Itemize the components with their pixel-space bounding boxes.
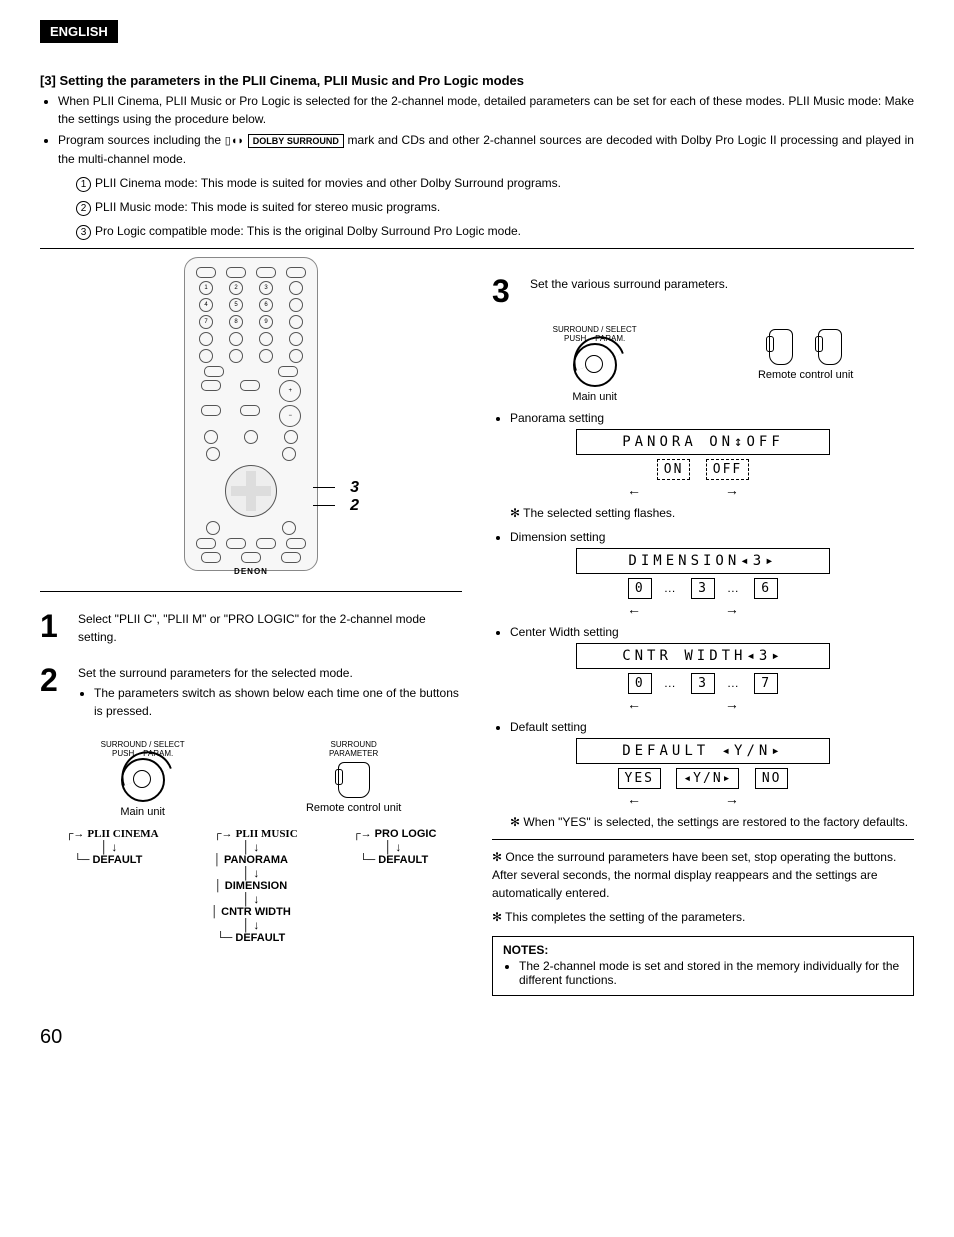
- dim-0: 0: [628, 578, 652, 599]
- main-unit-icon-r: SURROUND / SELECT PUSH – PARAM. Main uni…: [553, 325, 637, 403]
- notes-box: NOTES: The 2-channel mode is set and sto…: [492, 936, 914, 996]
- dimension-label: Dimension setting: [510, 530, 914, 544]
- step-3-num: 3: [492, 275, 518, 307]
- remote-illustration: 123 456 789 + − DENON: [184, 257, 318, 571]
- panorama-lcd: PANORA ON↕OFF: [576, 429, 830, 455]
- notes-title: NOTES:: [503, 943, 903, 957]
- default-mid: ◂Y/N▸: [676, 768, 739, 789]
- dolby-mark: DOLBY SURROUND: [248, 134, 344, 148]
- cntr-label: Center Width setting: [510, 625, 914, 639]
- default-label: Default setting: [510, 720, 914, 734]
- lr-arrows-icon: ← →: [492, 601, 914, 617]
- cntr-lcd: CNTR WIDTH◂3▸: [576, 643, 830, 669]
- default-lcd: DEFAULT ◂Y/N▸: [576, 738, 830, 764]
- step-1-num: 1: [40, 610, 66, 646]
- dim-6: 6: [754, 578, 778, 599]
- main-unit-icon: SURROUND / SELECT PUSH – PARAM. Main uni…: [101, 740, 185, 818]
- step-2-text: Set the surround parameters for the sele…: [78, 664, 462, 682]
- intro-block: When PLII Cinema, PLII Music or Pro Logi…: [40, 92, 914, 240]
- page-number: 60: [40, 1026, 914, 1049]
- lr-arrows-icon: ← →: [492, 791, 914, 807]
- default-note: When "YES" is selected, the settings are…: [523, 815, 908, 829]
- intro-bullet-1: When PLII Cinema, PLII Music or Pro Logi…: [58, 92, 914, 128]
- step-2-sub: The parameters switch as shown below eac…: [94, 684, 462, 720]
- cntr-0: 0: [628, 673, 652, 694]
- section-heading: [3] Setting the parameters in the PLII C…: [40, 73, 914, 88]
- remote-brand: DENON: [191, 567, 311, 576]
- mode-3: Pro Logic compatible mode: This is the o…: [95, 224, 521, 238]
- step-2-num: 2: [40, 664, 66, 722]
- lr-arrows-icon: ← →: [492, 482, 914, 498]
- mode-1: PLII Cinema mode: This mode is suited fo…: [95, 176, 561, 190]
- default-yes: YES: [618, 768, 661, 789]
- leader-3: 3: [350, 479, 359, 497]
- cntr-7: 7: [754, 673, 778, 694]
- step-3-text: Set the various surround parameters.: [530, 275, 914, 307]
- step-1-text: Select "PLII C", "PLII M" or "PRO LOGIC"…: [78, 610, 462, 646]
- default-no: NO: [755, 768, 789, 789]
- panorama-label: Panorama setting: [510, 411, 914, 425]
- panorama-on: ON: [657, 459, 691, 480]
- leader-2: 2: [350, 497, 359, 515]
- flow-diagram: ┌→ PLII CINEMA ┌→ PLII MUSIC ┌→ PRO LOGI…: [40, 828, 462, 944]
- intro-bullet-2: Program sources including the ▯◖◗ DOLBY …: [58, 131, 914, 168]
- dim-3: 3: [691, 578, 715, 599]
- language-tab: ENGLISH: [40, 20, 118, 43]
- lr-arrows-icon: ← →: [492, 696, 914, 712]
- dimension-lcd: DIMENSION◂3▸: [576, 548, 830, 574]
- notes-bullet: The 2-channel mode is set and stored in …: [519, 959, 903, 987]
- mode-2: PLII Music mode: This mode is suited for…: [95, 200, 440, 214]
- remote-unit-icon: SURROUND PARAMETER Remote control unit: [306, 740, 401, 818]
- panorama-off: OFF: [706, 459, 749, 480]
- post-note-2: This completes the setting of the parame…: [505, 910, 745, 924]
- post-note-1: Once the surround parameters have been s…: [492, 850, 896, 900]
- panorama-note: The selected setting flashes.: [523, 506, 675, 520]
- remote-unit-icon-r: Remote control unit: [758, 325, 853, 403]
- cntr-3: 3: [691, 673, 715, 694]
